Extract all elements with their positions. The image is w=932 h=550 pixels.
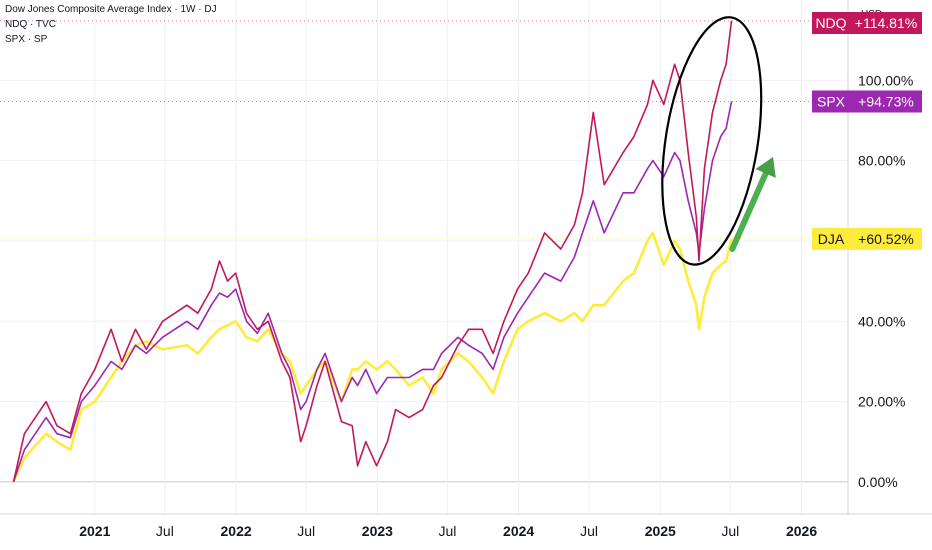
x-tick-label: 2021 (79, 523, 110, 539)
x-tick-label: Jul (580, 523, 598, 539)
series-line-dja (12, 231, 733, 483)
chart-title: Dow Jones Composite Average Index · 1W ·… (5, 4, 217, 15)
x-tick-label: 2025 (645, 523, 676, 539)
x-tick-label: Jul (721, 523, 739, 539)
legend-ndq: NDQ · TVC (5, 19, 56, 30)
highlight-ellipse (661, 16, 763, 266)
badge-name-bg-dja (812, 227, 850, 250)
x-tick-label: 2024 (503, 523, 534, 539)
grid-layer (0, 0, 848, 514)
badge-value-dja: +60.52% (858, 231, 914, 247)
x-tick-label: Jul (438, 523, 456, 539)
trend-arrow-icon (755, 157, 776, 178)
annotation-layer (661, 16, 776, 266)
series-line-spx (12, 101, 733, 483)
legend-spx: SPX · SP (5, 34, 48, 45)
x-tick-label: Jul (156, 523, 174, 539)
badge-name-bg-spx (812, 90, 850, 113)
y-tick-label: 100.00% (858, 72, 913, 88)
badge-value-spx: +94.73% (858, 93, 914, 109)
x-tick-label: 2023 (362, 523, 393, 539)
y-tick-label: 0.00% (858, 474, 898, 490)
badge-value-bg-spx (850, 90, 922, 113)
badge-layer: NDQ +114.81% SPX +94.73% DJA +60.52% (812, 12, 922, 250)
badge-value-bg-ndq (850, 12, 922, 34)
y-tick-label: 20.00% (858, 394, 905, 410)
badge-value-ndq: +114.81% (855, 15, 917, 31)
x-tick-label: 2022 (221, 523, 252, 539)
x-tick-label: 2026 (786, 523, 817, 539)
series-layer (0, 20, 848, 483)
y-tick-label: 80.00% (858, 153, 905, 169)
trend-arrow-shaft (729, 170, 769, 252)
badge-name-bg-ndq (812, 12, 850, 34)
series-line-ndq (12, 20, 733, 483)
y-tick-label: 40.00% (858, 313, 905, 329)
badge-name-dja: DJA (818, 231, 845, 247)
x-tick-label: Jul (297, 523, 315, 539)
badge-name-spx: SPX (817, 93, 846, 109)
badge-name-ndq: NDQ (815, 15, 846, 31)
badge-value-bg-dja (850, 227, 922, 250)
